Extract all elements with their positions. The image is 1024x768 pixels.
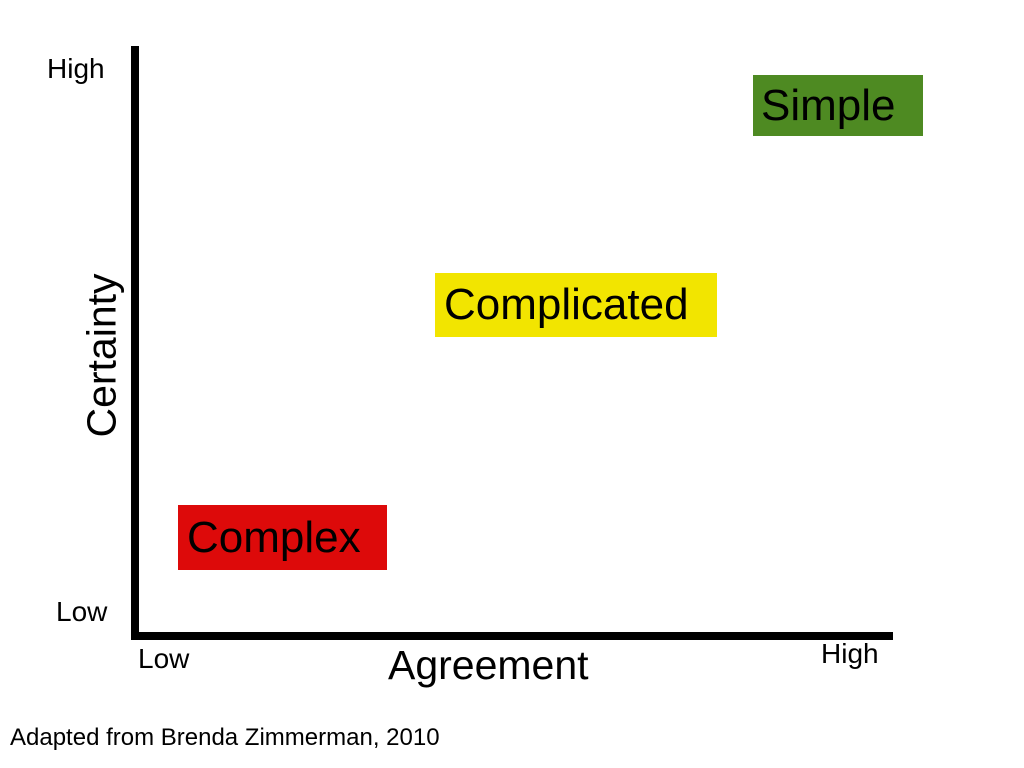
x-axis-low-label: Low xyxy=(138,643,190,674)
x-axis-high-label: High xyxy=(821,638,879,669)
region-box-complicated[interactable]: Complicated xyxy=(435,273,717,337)
x-axis-title: Agreement xyxy=(388,642,589,688)
region-box-complex[interactable]: Complex xyxy=(178,505,387,570)
y-axis-title: Certainty xyxy=(78,273,125,438)
x-axis-line xyxy=(131,632,893,640)
y-axis-high-label: High xyxy=(47,53,105,84)
source-caption: Adapted from Brenda Zimmerman, 2010 xyxy=(10,724,440,751)
y-axis-low-label: Low xyxy=(56,596,108,627)
y-axis-line xyxy=(131,46,139,640)
region-box-simple[interactable]: Simple xyxy=(753,75,923,136)
